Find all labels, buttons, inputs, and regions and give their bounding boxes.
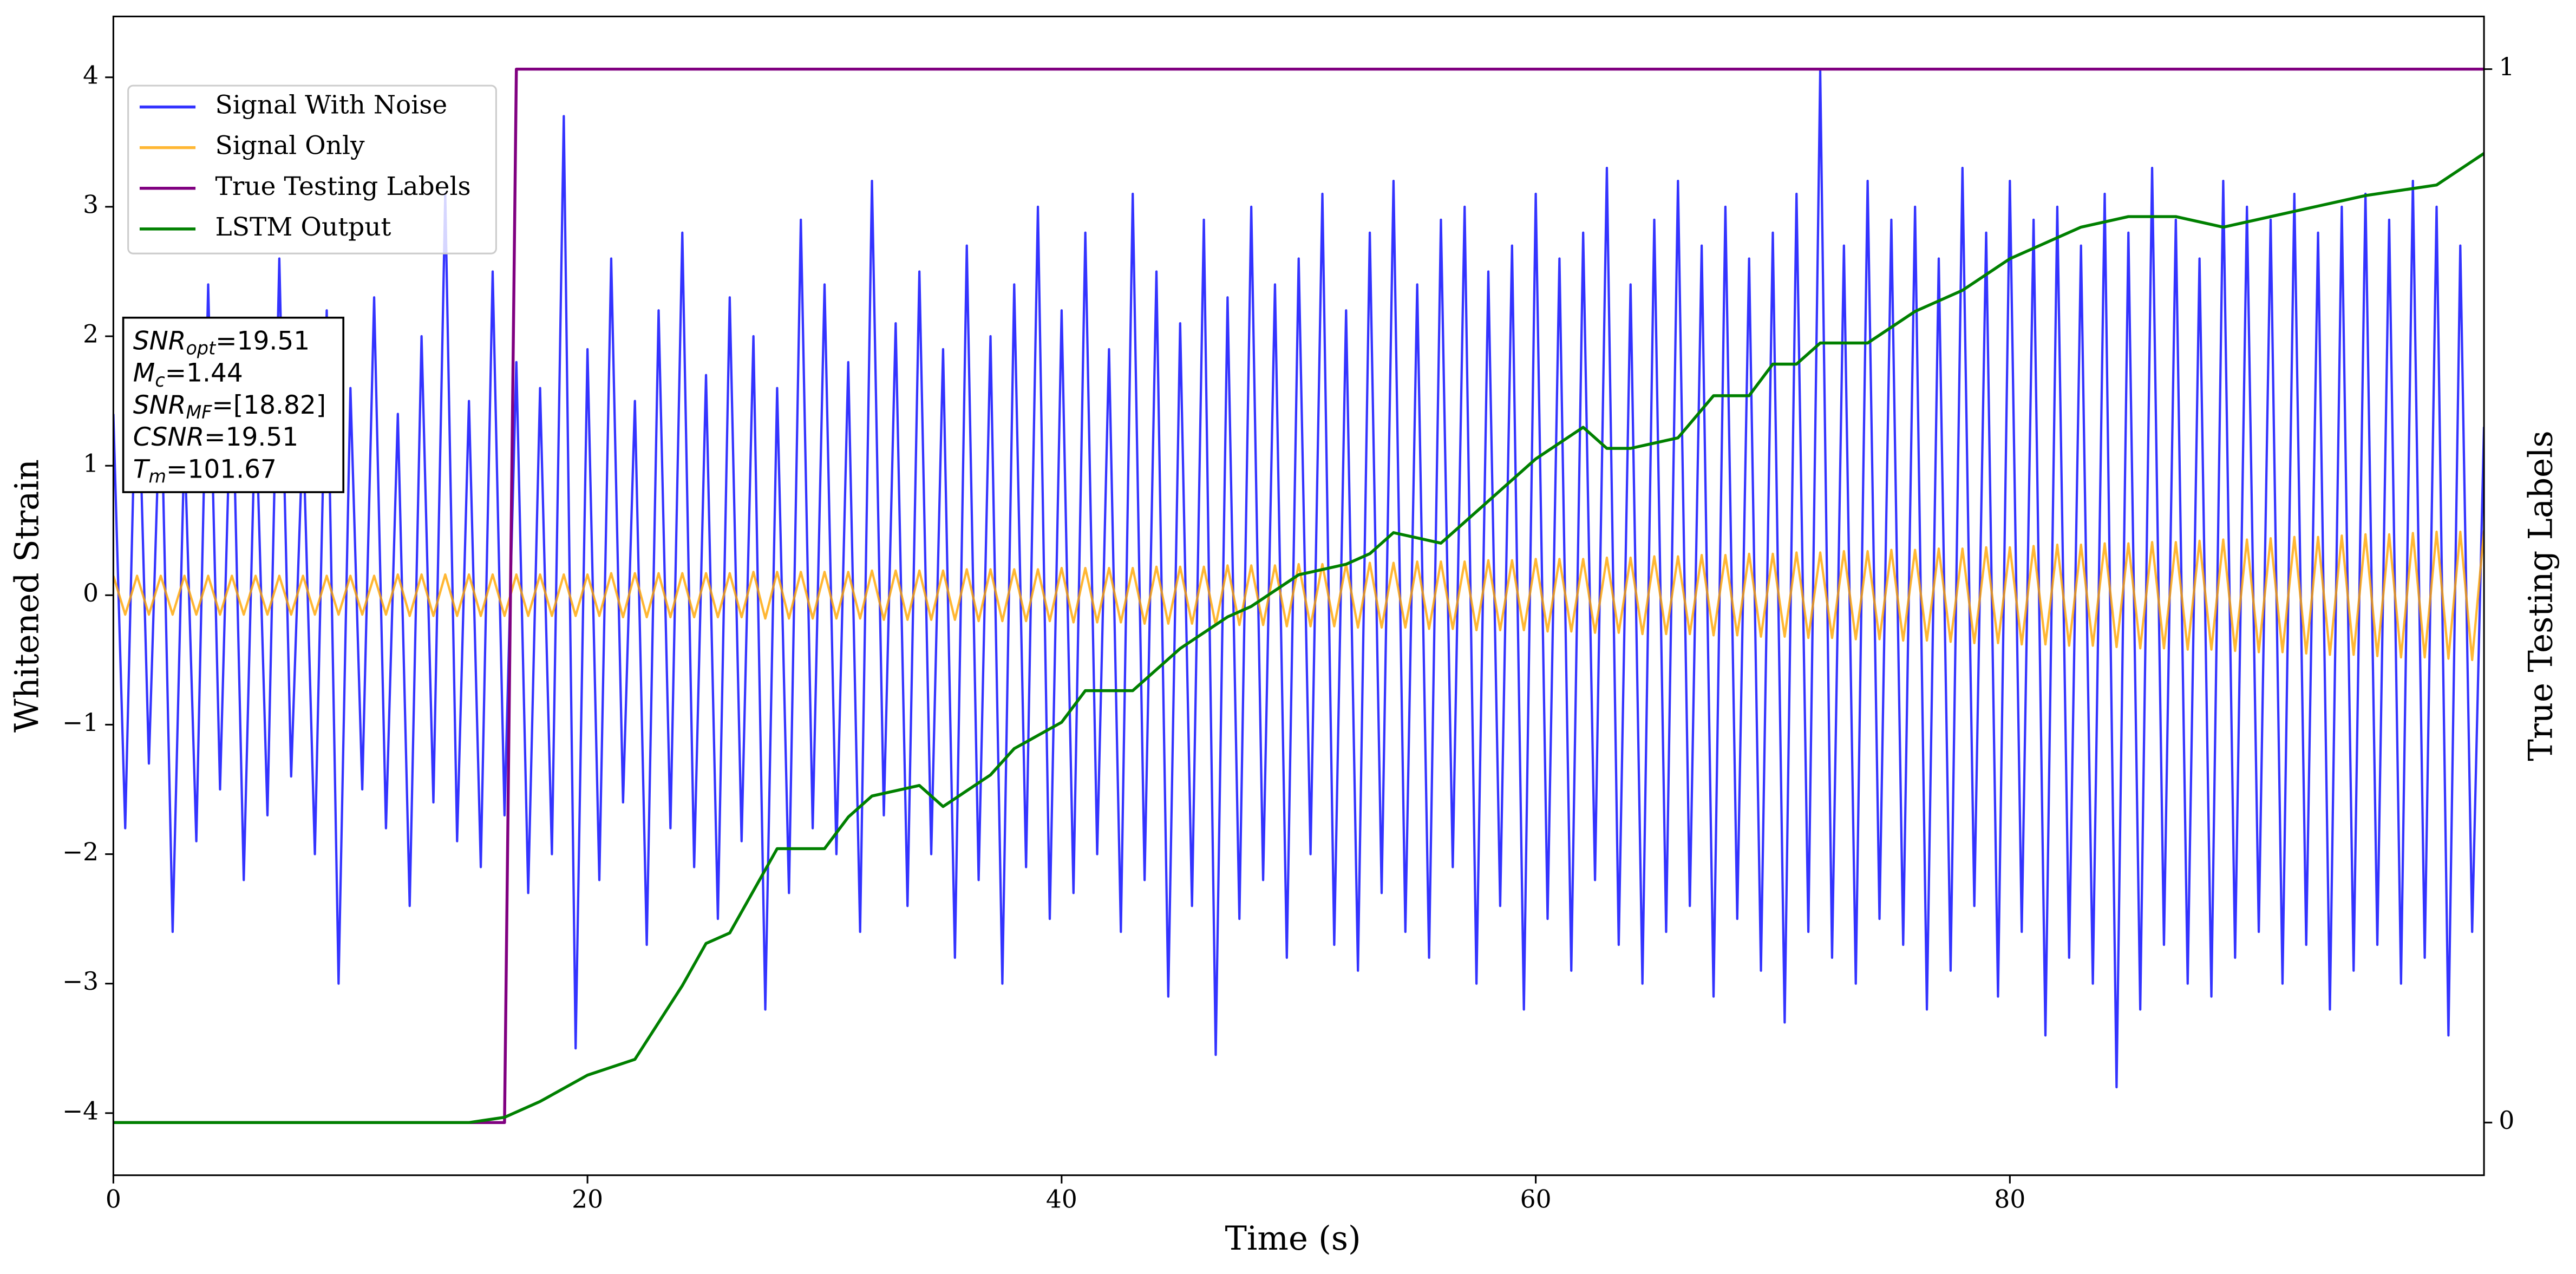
legend-box <box>127 84 497 254</box>
y-tick-label: −4 <box>62 1096 99 1125</box>
y-tick-label: −1 <box>62 708 99 737</box>
y-tick-label: −2 <box>62 838 99 866</box>
y-tick-label: 1 <box>83 449 99 478</box>
annotation-line: Tm=101.67 <box>133 454 277 487</box>
annotation: SNRopt=19.51Mc=1.44SNRMF=[18.82]CSNR=19.… <box>122 316 345 493</box>
y-axis-label: Whitened Strain <box>9 459 47 733</box>
annotation-line: SNRopt=19.51 <box>133 326 310 358</box>
annotation-subscript: c <box>155 369 165 390</box>
annotation-value: =[18.82] <box>212 390 326 420</box>
annotation-line: SNRMF=[18.82] <box>133 390 326 422</box>
x-tick-label: 0 <box>106 1185 121 1214</box>
y-tick-label: −3 <box>62 967 99 996</box>
series-line <box>113 152 2485 1125</box>
annotation-box <box>122 316 345 493</box>
y-tick-label: 3 <box>83 190 99 219</box>
series-line <box>113 530 2485 662</box>
legend-label: Signal Only <box>215 131 365 161</box>
annotation-value: =19.51 <box>215 326 310 356</box>
legend-label: LSTM Output <box>215 212 391 242</box>
y-tick-label: 2 <box>83 320 99 349</box>
annotation-subscript: MF <box>186 402 212 423</box>
legend-label: Signal With Noise <box>215 90 448 120</box>
legend: Signal With Noise Signal Only True Testing… <box>127 84 497 254</box>
annotation-symbol: M <box>133 358 155 388</box>
legend-label: True Testing Labels <box>215 172 471 201</box>
y2-tick-label: 1 <box>2499 53 2514 81</box>
x-tick-label: 20 <box>572 1185 603 1214</box>
plot-area <box>113 67 2485 1125</box>
annotation-line: Mc=1.44 <box>133 358 243 390</box>
y-tick-label: 4 <box>83 61 99 89</box>
x-tick-label: 40 <box>1046 1185 1077 1214</box>
annotation-line: CSNR=19.51 <box>133 422 298 452</box>
x-axis-label: Time (s) <box>1225 1220 1361 1258</box>
annotation-subscript: m <box>149 466 167 487</box>
annotation-value: =19.51 <box>204 422 298 452</box>
annotation-subscript: opt <box>186 337 217 358</box>
y2-tick-label: 0 <box>2499 1106 2514 1135</box>
annotation-symbol: SNR <box>133 390 186 420</box>
annotation-symbol: CSNR <box>133 422 204 452</box>
x-tick-label: 60 <box>1520 1185 1552 1214</box>
annotation-value: =1.44 <box>165 358 243 388</box>
x-tick-label: 80 <box>1994 1185 2025 1214</box>
annotation-symbol: SNR <box>133 326 186 356</box>
annotation-symbol: T <box>133 454 151 484</box>
y-tick-label: 0 <box>83 579 99 607</box>
y2-axis-label: True Testing Labels <box>2522 430 2560 761</box>
annotation-value: =101.67 <box>166 454 277 484</box>
